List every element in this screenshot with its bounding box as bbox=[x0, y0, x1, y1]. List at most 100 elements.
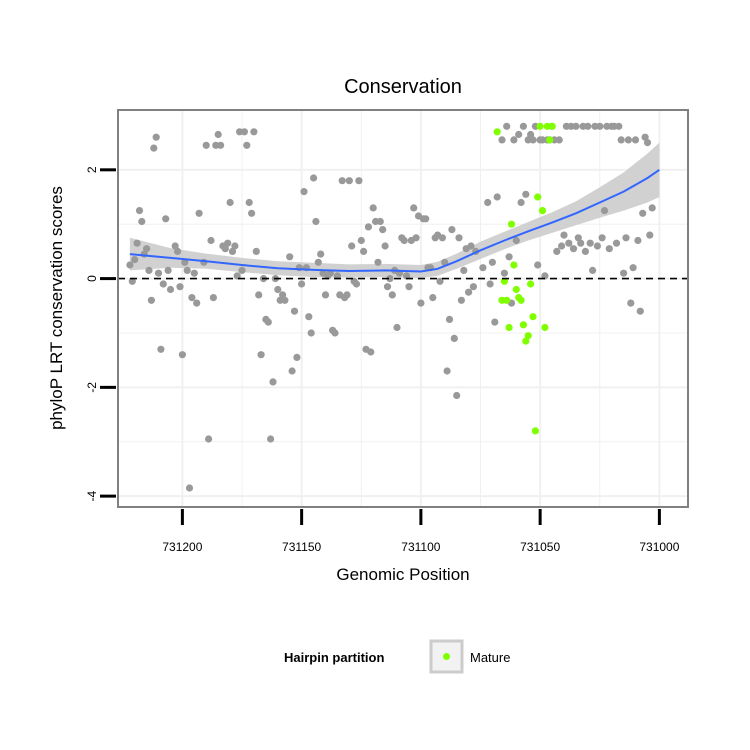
point-other bbox=[584, 122, 592, 130]
x-tick-label: 731050 bbox=[520, 540, 560, 554]
point-other bbox=[231, 242, 239, 250]
point-other bbox=[352, 280, 361, 288]
point-mature bbox=[512, 285, 520, 294]
point-other bbox=[622, 234, 630, 242]
chart-title: Conservation bbox=[344, 76, 462, 98]
point-other bbox=[183, 266, 191, 274]
point-other bbox=[290, 307, 299, 315]
point-other bbox=[240, 128, 248, 136]
point-other bbox=[164, 266, 172, 274]
point-other bbox=[605, 245, 613, 253]
point-other bbox=[558, 242, 566, 250]
point-other bbox=[574, 234, 582, 242]
point-mature bbox=[505, 323, 513, 332]
point-other bbox=[138, 217, 146, 226]
legend: Hairpin partition Mature bbox=[284, 639, 510, 674]
point-other bbox=[617, 136, 625, 144]
point-other bbox=[491, 318, 499, 326]
point-other bbox=[255, 291, 263, 299]
point-other bbox=[310, 174, 318, 182]
point-other bbox=[417, 299, 425, 307]
y-tick-label: -2 bbox=[85, 382, 99, 393]
point-other bbox=[357, 236, 365, 245]
point-other bbox=[429, 294, 437, 302]
point-other bbox=[355, 177, 363, 185]
point-mature bbox=[500, 277, 508, 285]
point-mature bbox=[531, 427, 540, 435]
point-other bbox=[214, 130, 222, 139]
point-other bbox=[233, 272, 241, 280]
point-other bbox=[314, 258, 322, 266]
point-other bbox=[634, 236, 642, 245]
point-other bbox=[388, 291, 396, 299]
point-mature bbox=[527, 280, 535, 288]
x-axis-title: Genomic Position bbox=[336, 565, 469, 584]
point-other bbox=[205, 435, 213, 443]
x-tick-label: 731100 bbox=[401, 540, 440, 554]
point-other bbox=[450, 334, 458, 342]
point-other bbox=[445, 315, 454, 323]
point-other bbox=[188, 294, 196, 302]
x-tick-label: 731000 bbox=[639, 540, 679, 554]
panel-border bbox=[117, 109, 689, 508]
point-other bbox=[193, 299, 201, 307]
point-other bbox=[307, 329, 315, 337]
grid-lines bbox=[118, 110, 688, 507]
legend-label-mature: Mature bbox=[470, 650, 510, 665]
point-other bbox=[598, 234, 606, 242]
point-other bbox=[457, 296, 465, 304]
point-other bbox=[209, 294, 217, 302]
point-other bbox=[569, 245, 578, 253]
point-mature bbox=[524, 332, 532, 340]
point-other bbox=[448, 226, 456, 234]
point-other bbox=[374, 258, 382, 266]
point-other bbox=[152, 133, 160, 141]
point-other bbox=[279, 291, 287, 299]
point-other bbox=[620, 269, 628, 277]
point-mature bbox=[522, 337, 530, 345]
point-other bbox=[381, 242, 389, 250]
point-other bbox=[274, 285, 282, 294]
x-axis: 731200 731150 731100 731050 731000 bbox=[162, 509, 680, 554]
point-other bbox=[624, 136, 633, 144]
point-other bbox=[386, 275, 394, 283]
points-mature bbox=[493, 122, 556, 435]
point-other bbox=[321, 291, 330, 299]
point-other bbox=[503, 122, 511, 130]
point-other bbox=[529, 136, 537, 144]
point-other bbox=[376, 217, 384, 226]
point-other bbox=[627, 299, 635, 307]
point-other bbox=[312, 217, 320, 226]
point-other bbox=[154, 269, 163, 277]
points-other bbox=[126, 122, 656, 492]
point-other bbox=[248, 209, 256, 217]
y-tick-label: 2 bbox=[85, 166, 99, 173]
point-other bbox=[510, 136, 518, 144]
point-other bbox=[600, 207, 609, 215]
point-other bbox=[453, 391, 461, 400]
point-other bbox=[534, 261, 542, 269]
point-other bbox=[517, 198, 525, 207]
point-other bbox=[586, 239, 594, 247]
legend-key-mature bbox=[443, 653, 450, 660]
point-other bbox=[405, 283, 413, 291]
point-other bbox=[560, 231, 568, 239]
point-other bbox=[174, 247, 182, 255]
point-other bbox=[500, 269, 508, 277]
smooth-line bbox=[129, 168, 660, 273]
point-other bbox=[305, 313, 313, 321]
point-other bbox=[629, 264, 637, 272]
point-other bbox=[498, 136, 506, 144]
point-other bbox=[176, 283, 184, 291]
point-other bbox=[162, 215, 170, 223]
point-other bbox=[181, 258, 189, 266]
panel-background bbox=[118, 110, 688, 507]
plot-panel bbox=[117, 109, 689, 508]
point-mature bbox=[510, 261, 518, 269]
point-other bbox=[293, 353, 301, 361]
point-other bbox=[555, 136, 563, 144]
point-other bbox=[367, 348, 375, 356]
point-other bbox=[133, 239, 141, 247]
x-tick-label: 731150 bbox=[282, 540, 321, 554]
